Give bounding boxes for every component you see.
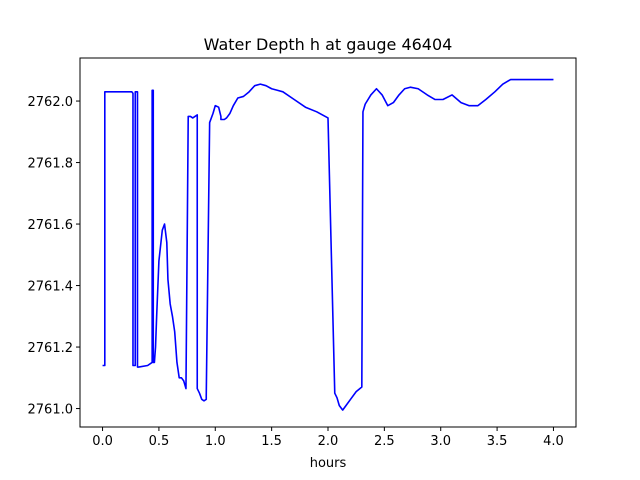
axes-frame: [79, 57, 577, 428]
y-tick-label: 2761.4: [28, 280, 74, 295]
x-tick-label: 3.5: [487, 434, 508, 449]
x-tick-label: 2.0: [318, 434, 339, 449]
series-line-0: [102, 78, 554, 411]
y-tick-label: 2761.2: [28, 341, 74, 356]
x-tick-label: 1.5: [261, 434, 282, 449]
x-tick-label: 0.0: [92, 434, 113, 449]
x-tick-label: 2.5: [374, 434, 395, 449]
x-axis-label: hours: [310, 456, 347, 471]
y-tick-label: 2761.0: [28, 403, 74, 418]
plot-area: 0.0 0.5 1.0 1.5 2.0 2.5 3.0 3.5 4.0 2761.0 2761.2 2…: [28, 57, 577, 449]
y-tick-label: 2762.0: [28, 95, 74, 110]
x-tick-label: 3.0: [430, 434, 451, 449]
x-tick-label: 4.0: [543, 434, 564, 449]
y-tick-label: 2761.6: [28, 218, 74, 233]
chart-title: Water Depth h at gauge 46404: [204, 35, 453, 54]
x-tick-label: 1.0: [205, 434, 226, 449]
x-tick-label: 0.5: [149, 434, 170, 449]
y-tick-label: 2761.8: [28, 157, 74, 172]
